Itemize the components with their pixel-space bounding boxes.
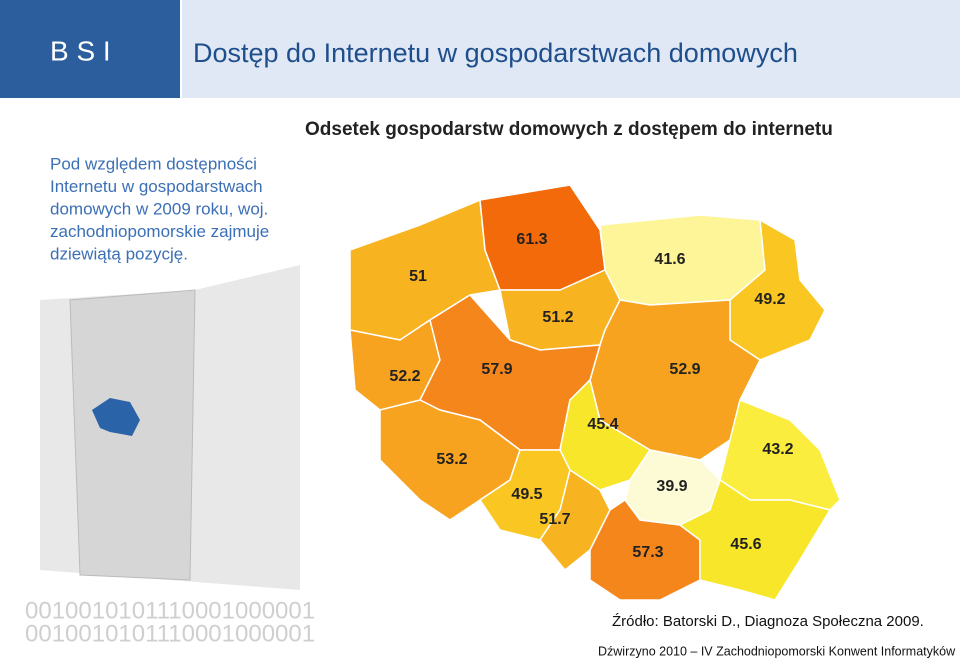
- binary-line: 0010010101110001000001: [25, 597, 315, 624]
- map-title: Odsetek gospodarstw domowych z dostępem …: [305, 119, 833, 140]
- region-value: 57.3: [632, 544, 663, 561]
- side-line: zachodniopomorskie zajmuje: [50, 222, 269, 241]
- binary-line: 0010010101110001000001: [25, 620, 315, 647]
- logo-box: [0, 0, 180, 98]
- side-text: Pod względem dostępności Internetu w gosp…: [50, 154, 269, 263]
- region-value: 49.5: [511, 486, 542, 503]
- footer: Dźwirzyno 2010 – IV Zachodniopomorski Ko…: [598, 644, 956, 658]
- region-value: 39.9: [656, 478, 687, 495]
- side-line: Internetu w gospodarstwach: [50, 177, 263, 196]
- region-value: 51.2: [542, 309, 573, 326]
- region-value: 45.4: [587, 416, 618, 433]
- logo: B S I: [50, 35, 111, 66]
- side-line: dziewiątą pozycję.: [50, 244, 188, 263]
- title: Dostęp do Internetu w gospodarstwach dom…: [193, 38, 798, 68]
- title-box: [182, 0, 960, 98]
- region-value: 61.3: [516, 231, 547, 248]
- region-value: 49.2: [754, 291, 785, 308]
- region: [729, 218, 826, 361]
- region-value: 41.6: [654, 251, 685, 268]
- region: [678, 478, 832, 601]
- region-value: 52.9: [669, 361, 700, 378]
- region-value: 57.9: [481, 361, 512, 378]
- region-value: 51.7: [539, 511, 570, 528]
- region-value: 43.2: [762, 441, 793, 458]
- thumbnail-highlight: [92, 398, 140, 436]
- binary-decor: 0010010101110001000001001001010111000100…: [25, 597, 315, 647]
- region-value: 45.6: [730, 536, 761, 553]
- region-value: 53.2: [436, 451, 467, 468]
- source: Źródło: Batorski D., Diagnoza Społeczna …: [612, 613, 924, 630]
- map: 51 61.3 41.6 49.2 51.2 52.9 52.2 57.9 45.4 43.2 53…: [349, 184, 841, 601]
- side-line: domowych w 2009 roku, woj.: [50, 199, 268, 218]
- region-value: 52.2: [389, 368, 420, 385]
- side-line: Pod względem dostępności: [50, 154, 257, 173]
- region-value: 51: [409, 268, 427, 285]
